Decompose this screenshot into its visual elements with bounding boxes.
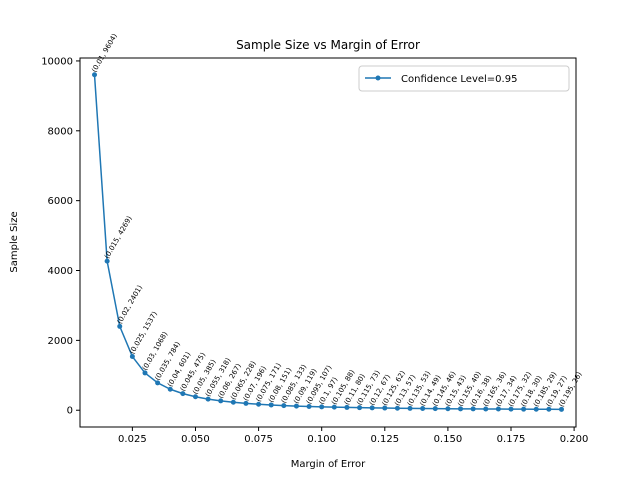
data-point bbox=[508, 406, 514, 412]
y-axis-label: Sample Size bbox=[9, 211, 20, 272]
y-tick-label: 4000 bbox=[48, 266, 73, 277]
legend: Confidence Level=0.95 bbox=[358, 65, 570, 92]
data-point bbox=[268, 402, 274, 408]
x-tick-label: 0.075 bbox=[244, 434, 273, 445]
data-point bbox=[521, 406, 527, 412]
data-point bbox=[155, 380, 161, 386]
x-tick-label: 0.100 bbox=[307, 434, 336, 445]
data-point bbox=[357, 405, 363, 411]
data-point bbox=[306, 403, 312, 409]
data-point bbox=[293, 403, 299, 409]
data-point bbox=[142, 370, 148, 376]
legend-label: Confidence Level=0.95 bbox=[401, 74, 517, 85]
data-point bbox=[432, 406, 438, 412]
x-axis-label: Margin of Error bbox=[291, 459, 366, 470]
data-point bbox=[331, 404, 337, 410]
x-tick-label: 0.175 bbox=[497, 434, 526, 445]
data-point bbox=[546, 406, 552, 412]
data-point bbox=[558, 406, 564, 412]
x-axis: 0.025 0.050 0.075 0.100 0.125 0.150 0.175 0.200 bbox=[118, 427, 588, 445]
data-point bbox=[230, 399, 236, 405]
data-point bbox=[243, 400, 249, 406]
data-point bbox=[281, 403, 287, 409]
y-tick-label: 0 bbox=[67, 406, 73, 417]
y-tick-label: 2000 bbox=[48, 336, 73, 347]
data-point bbox=[218, 398, 224, 404]
legend-marker bbox=[375, 75, 381, 81]
series-layer bbox=[92, 72, 564, 412]
x-tick-label: 0.050 bbox=[181, 434, 210, 445]
data-point bbox=[382, 405, 388, 411]
chart-title: Sample Size vs Margin of Error bbox=[236, 38, 420, 52]
x-tick-label: 0.200 bbox=[560, 434, 589, 445]
x-tick-label: 0.150 bbox=[434, 434, 463, 445]
data-point bbox=[129, 354, 135, 360]
plot-area bbox=[79, 57, 577, 428]
data-point bbox=[483, 406, 489, 412]
data-point bbox=[104, 258, 110, 264]
data-point bbox=[319, 404, 325, 410]
data-point bbox=[92, 72, 98, 78]
data-point bbox=[445, 406, 451, 412]
data-point bbox=[420, 406, 426, 412]
data-point bbox=[205, 396, 211, 402]
data-point bbox=[180, 391, 186, 397]
data-point bbox=[458, 406, 464, 412]
y-axis: 0 2000 4000 6000 8000 10000 bbox=[41, 56, 80, 417]
y-tick-label: 8000 bbox=[48, 126, 73, 137]
data-point bbox=[344, 404, 350, 410]
data-point bbox=[192, 394, 198, 400]
data-point bbox=[533, 406, 539, 412]
data-point bbox=[470, 406, 476, 412]
data-point bbox=[117, 323, 123, 329]
x-tick-label: 0.025 bbox=[118, 434, 147, 445]
data-point bbox=[167, 386, 173, 392]
data-point bbox=[407, 405, 413, 411]
x-tick-label: 0.125 bbox=[370, 434, 399, 445]
data-point bbox=[256, 401, 262, 407]
data-point bbox=[369, 405, 375, 411]
y-tick-label: 10000 bbox=[41, 56, 73, 67]
legend-box bbox=[358, 65, 570, 92]
data-point bbox=[495, 406, 501, 412]
y-tick-label: 6000 bbox=[48, 196, 73, 207]
data-point bbox=[394, 405, 400, 411]
